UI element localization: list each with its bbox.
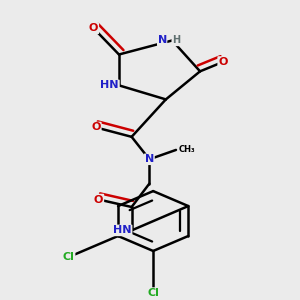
Text: N: N <box>145 154 154 164</box>
Text: HN: HN <box>100 80 119 90</box>
Text: N: N <box>158 35 167 46</box>
Text: CH₃: CH₃ <box>179 146 196 154</box>
Text: H: H <box>172 35 180 46</box>
Text: Cl: Cl <box>63 252 75 262</box>
Text: HN: HN <box>113 225 132 236</box>
Text: O: O <box>92 122 101 133</box>
Text: O: O <box>89 23 98 33</box>
Text: O: O <box>218 57 227 67</box>
Text: O: O <box>94 194 104 205</box>
Text: Cl: Cl <box>147 288 159 298</box>
